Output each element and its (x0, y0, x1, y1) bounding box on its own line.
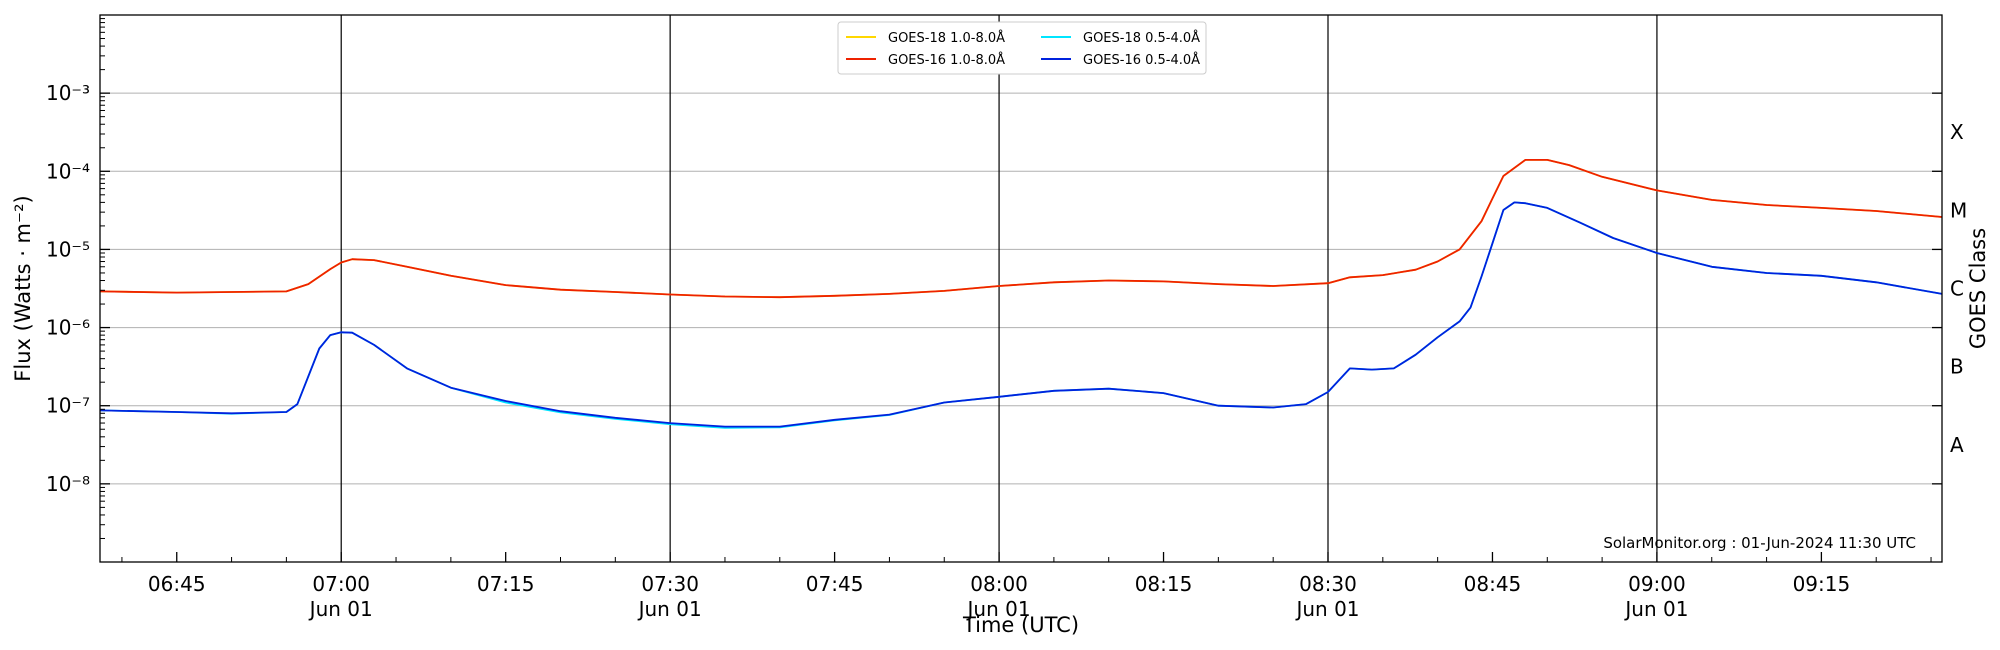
goes-class-label-c: C (1950, 277, 1964, 301)
x-tick-label: 09:00 (1628, 572, 1686, 596)
plot-frame (99, 14, 1943, 563)
credit-text: SolarMonitor.org : 01-Jun-2024 11:30 UTC (1603, 534, 1916, 552)
legend-entry-2: GOES-18 0.5-4.0Å (1083, 30, 1200, 46)
y-tick-label: 10⁻³ (46, 81, 90, 105)
y-axis-label: Flux (Watts · m⁻²) (11, 195, 35, 381)
x-tick-date-label: Jun 01 (966, 597, 1031, 621)
series-lines (99, 158, 1943, 429)
x-tick-label: 07:30 (641, 572, 699, 596)
goes-class-axis-label: GOES Class (1966, 228, 1990, 349)
goes-class-label-a: A (1950, 433, 1964, 457)
goes-class-labels: A B C M X (1950, 120, 1967, 457)
day-boundary-lines (340, 15, 1658, 562)
x-tick-label: 08:30 (1299, 572, 1357, 596)
x-axis-label: Time (UTC) (962, 613, 1079, 637)
legend-entry-1: GOES-16 1.0-8.0Å (888, 52, 1005, 68)
y-tick-label: 10⁻⁴ (46, 159, 90, 183)
x-tick-label: 07:00 (312, 572, 370, 596)
x-tick-date-label: Jun 01 (1623, 597, 1688, 621)
x-tick-label: 08:15 (1135, 572, 1193, 596)
y-tick-label: 10⁻⁸ (46, 472, 90, 496)
y-tick-label: 10⁻⁷ (46, 394, 90, 418)
y-tick-label: 10⁻⁵ (46, 237, 90, 261)
grid (100, 92, 1942, 485)
x-tick-label: 08:00 (970, 572, 1028, 596)
legend-box (837, 21, 1207, 75)
x-tick-label: 07:15 (477, 572, 535, 596)
goes-class-label-x: X (1950, 120, 1964, 144)
legend: GOES-18 1.0-8.0Å GOES-16 1.0-8.0Å GOES-18 … (837, 21, 1207, 75)
x-tick-label: 08:45 (1464, 572, 1522, 596)
x-tick-label: 09:15 (1793, 572, 1851, 596)
x-tick-date-label: Jun 01 (308, 597, 373, 621)
y-tick-label: 10⁻⁶ (46, 316, 90, 340)
legend-entry-3: GOES-16 0.5-4.0Å (1083, 52, 1200, 68)
x-tick-label: 07:45 (806, 572, 864, 596)
legend-entry-0: GOES-18 1.0-8.0Å (888, 30, 1005, 46)
goes-class-label-b: B (1950, 355, 1964, 379)
series-line-3 (99, 201, 1943, 428)
x-tick-date-label: Jun 01 (637, 597, 702, 621)
x-tick-label: 06:45 (148, 572, 206, 596)
goes-class-label-m: M (1950, 198, 1967, 222)
x-tick-date-label: Jun 01 (1294, 597, 1359, 621)
series-line-1 (99, 158, 1943, 299)
